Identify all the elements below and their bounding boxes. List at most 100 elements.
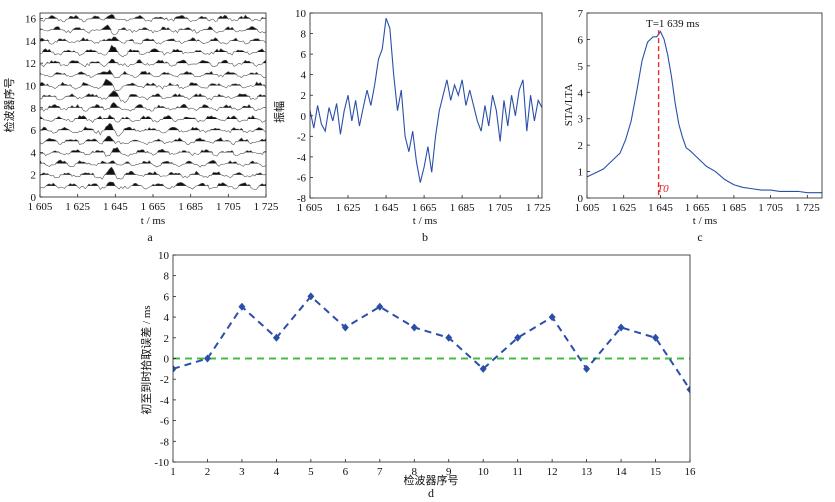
panel-a-trace-7	[40, 114, 266, 123]
panel-b-ytick-label: 4	[301, 70, 307, 82]
panel-d-point-11	[514, 333, 522, 342]
panel-a-trace-fill-7	[40, 115, 266, 119]
panel-d-xtick-label: 12	[547, 466, 558, 478]
panel-d-y-ticks: -10 -8 -6 -4 -2 0 2 4 6 8 10	[154, 250, 176, 469]
panel-d-point-8	[410, 323, 418, 332]
panel-a-trace-fill-10	[40, 79, 266, 86]
panel-d-xtick-label: 4	[274, 466, 280, 478]
panel-c-xtick-label: 1 665	[685, 202, 710, 214]
panel-c-sta-lta-line	[587, 30, 822, 194]
panel-d-ytick-label: 8	[164, 271, 170, 283]
panel-a-trace-13	[40, 44, 266, 58]
panel-c-ytick-label: 2	[578, 140, 584, 152]
panel-d-point-15	[652, 333, 660, 342]
panel-c-xtick-label: 1 605	[575, 202, 600, 214]
panel-b-ytick-label: 0	[301, 111, 307, 123]
panel-c-ytick-label: 1	[578, 167, 584, 179]
panel-b-waveform-line	[310, 17, 542, 183]
panel-c-letter: c	[697, 230, 702, 244]
panel-b-ytick-label: 2	[301, 90, 307, 102]
panel-c-plot	[587, 30, 822, 198]
panel-a-traces	[40, 14, 266, 191]
panel-c-xtick-label: 1 725	[795, 202, 820, 214]
panel-a-trace-2	[40, 166, 266, 180]
panel-d-point-4	[272, 333, 280, 342]
panel-d-point-13	[583, 364, 591, 373]
panel-d-xtick-label: 6	[343, 466, 349, 478]
panel-a-trace-1	[40, 181, 266, 191]
panel-d-plot	[173, 292, 690, 394]
panel-b-ytick-label: -6	[297, 172, 307, 184]
panel-d-point-10	[479, 364, 487, 373]
panel-b-ytick-label: 8	[301, 29, 307, 41]
panel-a-xtick-label: 1 605	[28, 201, 53, 213]
panel-a-trace-fill-5	[40, 136, 266, 142]
panel-a-trace-6	[40, 122, 266, 137]
panel-a-y-ticks: 0 2 4 6 8 10 12 14 16	[25, 14, 43, 204]
panel-b-xlabel: t / ms	[413, 215, 437, 227]
panel-a-xtick-label: 1 645	[103, 201, 128, 213]
panel-a-ytick-label: 12	[25, 58, 36, 70]
panel-d-ytick-label: 4	[164, 312, 170, 324]
panel-a-trace-fill-12	[40, 59, 266, 64]
panel-a-trace-fill-15	[40, 24, 266, 30]
panel-b-ytick-label: 6	[301, 49, 307, 61]
panel-b-xtick-label: 1 625	[336, 202, 361, 214]
panel-a-ytick-label: 2	[31, 170, 37, 182]
panel-c-xtick-label: 1 625	[611, 202, 636, 214]
panel-b-xtick-label: 1 705	[488, 202, 513, 214]
panel-a-trace-12	[40, 58, 266, 68]
panel-d-ytick-label: -6	[160, 416, 170, 428]
panel-b-ytick-label: -8	[297, 193, 307, 205]
panel-d-xtick-label: 16	[685, 466, 697, 478]
panel-d-xtick-label: 7	[377, 466, 383, 478]
panel-c-ytick-label: 3	[578, 114, 584, 126]
panel-a-x-ticks: 1 605 1 625 1 645 1 665 1 685 1 705 1 725	[28, 194, 279, 213]
panel-c-y-ticks: 0 1 2 3 4 5 6 7	[578, 8, 590, 205]
panel-d-point-3	[238, 302, 246, 311]
panel-c-peak-annotation: T=1 639 ms	[646, 18, 699, 30]
panel-a-xtick-label: 1 665	[141, 201, 166, 213]
panel-b-y-ticks: -8 -6 -4 -2 0 2 4 6 8 10	[295, 8, 313, 205]
panel-c-ytick-label: 0	[578, 193, 584, 205]
panel-d-ytick-label: -2	[160, 374, 169, 386]
panel-d-point-12	[548, 313, 556, 322]
panel-c-ytick-label: 4	[578, 87, 584, 99]
panel-d-ytick-label: 0	[164, 354, 170, 366]
panel-a-trace-10	[40, 78, 266, 92]
panel-b-letter: b	[422, 230, 428, 244]
panel-d-xtick-label: 2	[205, 466, 211, 478]
panel-a-trace-11	[40, 69, 266, 79]
panel-d-point-2	[203, 354, 211, 363]
panel-d-xtick-label: 13	[581, 466, 593, 478]
panel-d-letter: d	[428, 486, 434, 500]
panel-a-xtick-label: 1 685	[178, 201, 203, 213]
panel-b-frame	[309, 12, 543, 199]
panel-d-ylabel: 初至到时拾取误差 / ms	[139, 305, 153, 414]
panel-b-xtick-label: 1 645	[374, 202, 399, 214]
panel-a-ytick-label: 14	[25, 36, 37, 48]
panel-a-ytick-label: 6	[31, 125, 37, 137]
panel-b-xtick-label: 1 665	[412, 202, 437, 214]
panel-a: 1 605 1 625 1 645 1 665 1 685 1 705 1 725 0 2 4 6…	[2, 12, 279, 244]
panel-a-trace-8	[40, 101, 266, 112]
panel-c-frame	[586, 12, 823, 199]
panel-b-xtick-label: 1 605	[298, 202, 323, 214]
panel-a-trace-fill-16	[40, 14, 266, 19]
panel-a-xtick-label: 1 705	[216, 201, 241, 213]
panel-a-trace-3	[40, 159, 266, 168]
panel-b: 1 605 1 625 1 645 1 665 1 685 1 705 1 725 -8 -6…	[272, 8, 551, 244]
panel-d: 1 2 3 4 5 6 7 8 9 10 11 12 13 14 15 16 -10-8-6-4-202468…	[139, 250, 696, 500]
panel-d-x-ticks: 1 2 3 4 5 6 7 8 9 10 11 12 13 14 15 16	[170, 459, 696, 478]
panel-a-xtick-label: 1 625	[65, 201, 90, 213]
panel-a-ylabel: 检波器序号	[2, 78, 16, 133]
panel-b-x-ticks: 1 605 1 625 1 645 1 665 1 685 1 705 1 725	[298, 195, 551, 214]
panel-b-ytick-label: -4	[297, 152, 307, 164]
panel-a-trace-fill-8	[40, 102, 266, 108]
panel-d-xtick-label: 9	[446, 466, 452, 478]
panel-a-letter: a	[147, 230, 153, 244]
panel-a-trace-fill-4	[40, 147, 266, 153]
panel-a-ytick-label: 4	[31, 147, 37, 159]
panel-d-point-5	[307, 292, 315, 301]
